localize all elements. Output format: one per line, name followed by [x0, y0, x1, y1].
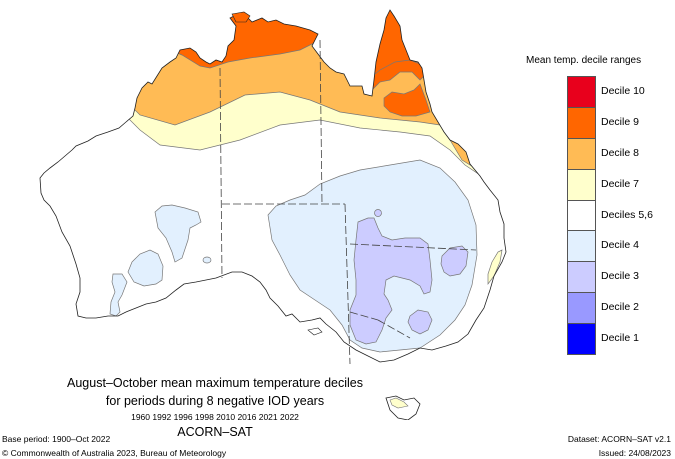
legend-label: Decile 8: [601, 146, 639, 159]
kangaroo-island: [307, 327, 323, 336]
legend-label: Deciles 5,6: [601, 208, 653, 221]
legend-swatch-decile-3: [567, 261, 596, 294]
decile-3-region-dot: [374, 209, 382, 217]
legend-item: Decile 8: [567, 137, 639, 170]
legend-item: Deciles 5,6: [567, 199, 653, 232]
decile-7-region-nsw-coast: [487, 249, 503, 286]
state-borders: [219, 39, 477, 365]
legend-swatch-decile-7: [567, 168, 596, 201]
legend-swatch-deciles-5-6: [567, 199, 596, 232]
legend-swatch-decile-2: [567, 292, 596, 325]
legend-item: Decile 7: [567, 168, 639, 201]
decile-3-region-vic: [407, 309, 433, 335]
melville-island: [231, 11, 251, 23]
legend-label: Decile 10: [601, 85, 645, 97]
base-period: Base period: 1900–Oct 2022: [2, 434, 111, 444]
legend-item: Decile 3: [567, 261, 639, 294]
legend-swatch-decile-10: [567, 76, 596, 108]
legend-item: Decile 4: [567, 230, 639, 263]
legend-label: Decile 3: [601, 270, 639, 283]
legend-label: Decile 2: [601, 301, 639, 314]
legend: Decile 10 Decile 9 Decile 8 Decile 7 Dec…: [567, 76, 653, 356]
map-title-line-1: August–October mean maximum temperature …: [67, 376, 363, 390]
decile-3-region-nsw: [440, 245, 469, 277]
legend-item: Decile 1: [567, 323, 639, 356]
decile-9-region-gulf: [383, 83, 431, 117]
australia-decile-map: [39, 9, 507, 420]
legend-item: Decile 9: [567, 106, 639, 139]
legend-label: Decile 4: [601, 239, 639, 252]
issued-date: Issued: 24/08/2023: [598, 448, 671, 458]
legend-swatch-decile-9: [567, 106, 596, 139]
legend-label: Decile 7: [601, 177, 639, 190]
decile-3-region-main: [349, 217, 433, 345]
decile-4-region-wa-3: [109, 273, 128, 317]
legend-item: Decile 10: [567, 76, 645, 108]
dataset-label: ACORN–SAT: [177, 425, 253, 439]
decile-7-region-tasmania: [389, 397, 409, 409]
copyright: © Commonwealth of Australia 2023, Bureau…: [2, 448, 227, 458]
decile-4-region-wa-1: [154, 204, 202, 263]
legend-swatch-decile-4: [567, 230, 596, 263]
decile-4-region-wa-2: [127, 249, 164, 287]
decile-4-region-wa-4: [202, 256, 212, 264]
map-title-line-2: for periods during 8 negative IOD years: [105, 394, 325, 408]
legend-item: Decile 2: [567, 292, 639, 325]
dataset-version: Dataset: ACORN–SAT v2.1: [567, 434, 671, 444]
legend-label: Decile 1: [601, 332, 639, 345]
years-list: 1960 1992 1996 1998 2010 2016 2021 2022: [131, 412, 299, 422]
legend-swatch-decile-8: [567, 137, 596, 170]
legend-label: Decile 9: [601, 115, 639, 128]
legend-title: Mean temp. decile ranges: [526, 55, 642, 66]
legend-swatch-decile-1: [567, 323, 596, 356]
